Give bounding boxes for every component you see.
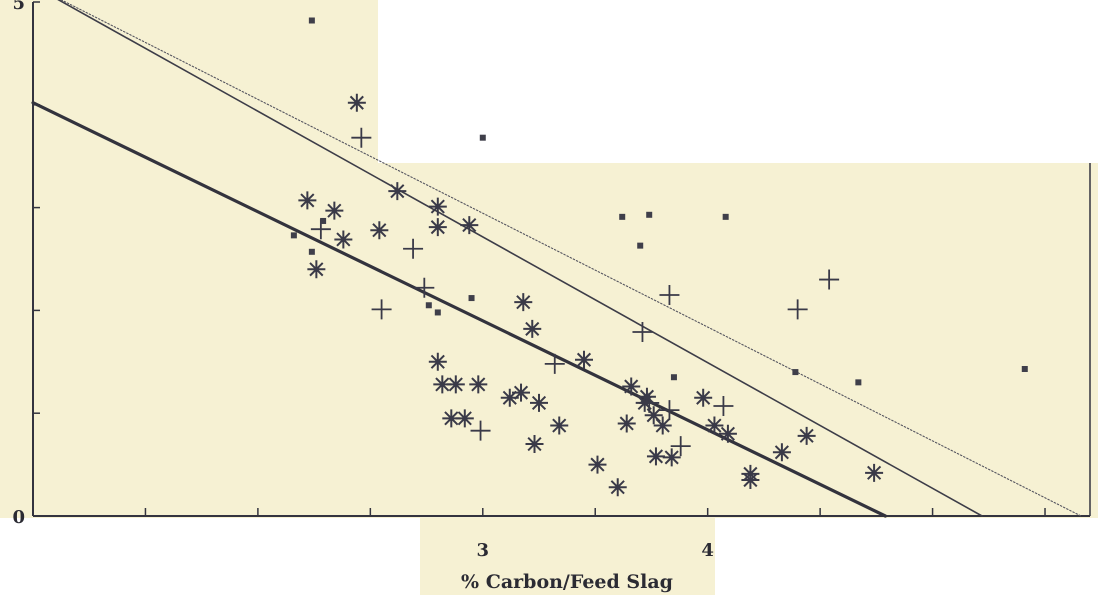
dot-point [792,369,799,376]
dot-point [670,374,677,381]
asterisk-point [512,383,531,402]
dot-point [855,379,862,386]
asterisk-point [307,260,326,279]
asterisk-point [741,464,760,483]
asterisk-point [525,435,544,454]
plus-point [659,400,680,421]
asterisk-point [662,448,681,467]
dot-point [308,17,315,24]
asterisk-point [446,375,465,394]
asterisk-point [705,416,724,435]
plus-point [470,420,491,441]
asterisk-point [433,375,452,394]
y-tick-label: 5 [12,0,25,14]
plus-point [632,321,653,342]
asterisk-point [370,221,389,240]
asterisk-point [428,218,447,237]
plus-point [414,277,435,298]
plus-point [670,436,691,457]
paper-background-label [420,518,715,595]
plus-point [639,392,660,413]
dot-point [320,217,327,224]
asterisk-point [469,375,488,394]
dot-point [434,309,441,316]
asterisk-point [617,414,636,433]
dot-point [290,232,297,239]
asterisk-point [455,409,474,428]
asterisk-point [637,387,656,406]
asterisk-point [442,409,461,428]
dot-point [425,302,432,309]
paper-background-main [0,163,1098,518]
asterisk-point [388,182,407,201]
plus-point [713,396,734,417]
dot-point [722,213,729,220]
plus-point [371,299,392,320]
asterisk-point [574,350,593,369]
plus-point [659,284,680,305]
asterisk-point [588,455,607,474]
asterisk-point [523,319,542,338]
dot-point [1021,365,1028,372]
dot-point [308,248,315,255]
asterisk-point [646,447,665,466]
asterisk-point [514,293,533,312]
plus-point [351,127,372,148]
asterisk-point [428,352,447,371]
asterisk-point [334,230,353,249]
paper-background-top [0,0,378,165]
asterisk-point [718,424,737,443]
fit-line-thick [31,101,887,518]
asterisk-point [694,388,713,407]
asterisk-point [298,191,317,210]
x-tick-label: 3 [477,540,490,561]
dot-point [619,213,626,220]
asterisk-point [797,426,816,445]
asterisk-point [865,463,884,482]
plus-point [403,238,424,259]
dot-point [646,211,653,218]
asterisk-point [460,216,479,235]
fit-line-medium [57,0,983,517]
asterisk-point [325,201,344,220]
asterisk-point [500,388,519,407]
asterisk-point [653,416,672,435]
asterisk-point [550,416,569,435]
plus-point [787,299,808,320]
x-axis-title: % Carbon/Feed Slag [461,571,673,593]
x-tick-label: 4 [701,540,714,561]
dot-point [479,134,486,141]
asterisk-point [347,93,366,112]
dot-point [637,242,644,249]
asterisk-point [622,377,641,396]
asterisk-point [608,478,627,497]
dot-point [468,295,475,302]
y-tick-label: 0 [12,507,25,528]
fit-line-dotted [60,0,1082,517]
asterisk-point [772,443,791,462]
plus-point [544,353,565,374]
asterisk-point [530,393,549,412]
asterisk-point [644,406,663,425]
asterisk-point [428,197,447,216]
plus-point [819,269,840,290]
